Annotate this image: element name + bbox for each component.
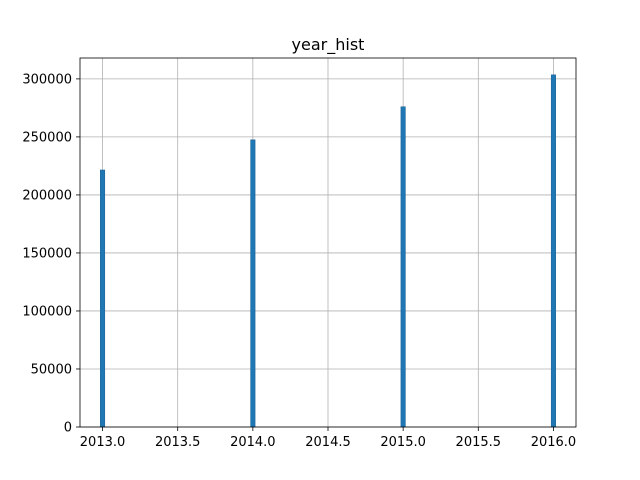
grid-layer (80, 58, 576, 428)
y-axis: 0 50000 100000 150000 200000 250000 300000 (22, 72, 80, 436)
histogram-bar (550, 74, 556, 428)
x-axis: 2013.0 2013.5 2014.0 2014.5 2015.0 2015.5 2016… (80, 427, 576, 450)
y-tick-label: 200000 (22, 188, 72, 203)
histogram-bar (250, 139, 256, 428)
x-tick-label: 2013.5 (155, 435, 201, 450)
y-tick-label: 300000 (22, 72, 72, 87)
bars-layer (100, 74, 556, 428)
y-tick-label: 50000 (31, 362, 72, 377)
y-tick-label: 250000 (22, 130, 72, 145)
x-tick-label: 2014.0 (230, 435, 276, 450)
y-tick-label: 100000 (22, 304, 72, 319)
histogram-bar (100, 169, 106, 428)
x-tick-label: 2013.0 (80, 435, 126, 450)
histogram-bar (400, 106, 406, 428)
y-tick-label: 150000 (22, 246, 72, 261)
x-tick-label: 2015.5 (456, 435, 502, 450)
x-tick-label: 2014.5 (305, 435, 351, 450)
chart-title: year_hist (292, 35, 365, 55)
x-tick-label: 2015.0 (380, 435, 426, 450)
x-tick-label: 2016.0 (531, 435, 577, 450)
y-tick-label: 0 (64, 421, 72, 436)
